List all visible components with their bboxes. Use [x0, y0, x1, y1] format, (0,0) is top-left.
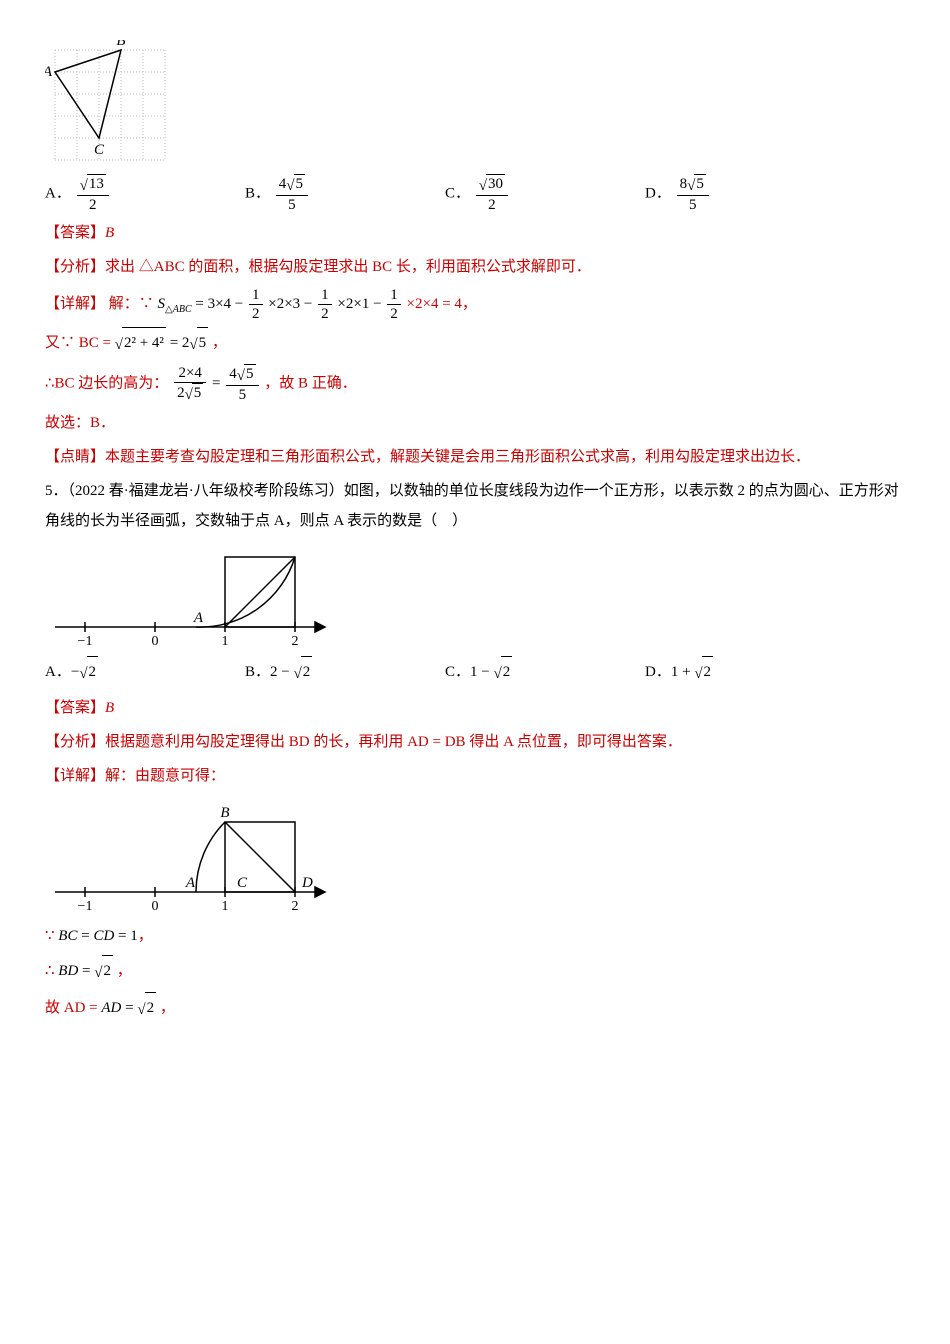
- q5-choice-A: A．−2: [45, 656, 245, 689]
- q4-choices: A． 132 B． 455 C． 302 D． 855: [45, 174, 905, 214]
- q4-answer: 【答案】B: [45, 218, 905, 248]
- choice-label: B．: [245, 185, 270, 201]
- q4-choice-D: D． 855: [645, 174, 845, 214]
- q5-detail-label: 【详解】解：由题意可得：: [45, 761, 905, 791]
- q4-pick: 故选：B．: [45, 408, 905, 438]
- choice-label: C．: [445, 185, 470, 201]
- q5-bc: ∵ BC = CD = 1，: [45, 921, 905, 951]
- q5-choice-D: D．1 + 2: [645, 656, 845, 689]
- q5-ad: 故 AD = AD = 2 ，: [45, 992, 905, 1025]
- q4-choice-A: A． 132: [45, 174, 245, 214]
- choice-label: A．: [45, 185, 71, 201]
- q4-dianjing: 【点睛】本题主要考查勾股定理和三角形面积公式，解题关键是会用三角形面积公式求高，…: [45, 442, 905, 472]
- q4-choice-B: B． 455: [245, 174, 445, 214]
- q4-detail-line2: 又∵ BC = 2² + 4² = 25 ，: [45, 327, 905, 360]
- choice-label: D．: [645, 185, 671, 201]
- q4-grid-figure: {"ox":10,"oy":10,"cell":22,"cols":5,"row…: [45, 40, 905, 170]
- svg-text:0: 0: [152, 634, 159, 649]
- svg-text:B: B: [116, 40, 125, 49]
- svg-text:0: 0: [152, 899, 159, 914]
- q5-stem: 5．（2022 春·福建龙岩·八年级校考阶段练习）如图，以数轴的单位长度线段为边…: [45, 476, 905, 536]
- q5-figure1: −1 0 1 2 A: [45, 542, 905, 652]
- svg-text:−1: −1: [78, 899, 93, 914]
- q5-analysis: 【分析】根据题意利用勾股定理得出 BD 的长，再利用 AD = DB 得出 A …: [45, 727, 905, 757]
- q5-bd: ∴ BD = 2 ，: [45, 955, 905, 988]
- q4-analysis: 【分析】求出 △ABC 的面积，根据勾股定理求出 BC 长，利用面积公式求解即可…: [45, 252, 905, 282]
- svg-text:B: B: [220, 805, 229, 821]
- svg-text:1: 1: [222, 634, 229, 649]
- q5-answer: 【答案】B: [45, 693, 905, 723]
- q5-choices: A．−2 B．2 − 2 C．1 − 2 D．1 + 2: [45, 656, 905, 689]
- svg-text:2: 2: [292, 899, 299, 914]
- svg-text:C: C: [237, 875, 248, 891]
- svg-text:−1: −1: [78, 634, 93, 649]
- q5-figure2: −1 0 1 2 A B C D: [45, 797, 905, 917]
- q4-detail-line1: 【详解】 解：∵ S△ABC = 3×4 − 12 ×2×3 − 12 ×2×1…: [45, 286, 905, 323]
- q5-choice-B: B．2 − 2: [245, 656, 445, 689]
- q4-detail-line3: ∴BC 边长的高为： 2×425 = 455 ，故 B 正确．: [45, 364, 905, 404]
- svg-text:A: A: [185, 875, 196, 891]
- svg-text:2: 2: [292, 634, 299, 649]
- q5-choice-C: C．1 − 2: [445, 656, 645, 689]
- svg-text:1: 1: [222, 899, 229, 914]
- svg-text:C: C: [94, 142, 105, 158]
- q4-choice-C: C． 302: [445, 174, 645, 214]
- svg-text:A: A: [193, 610, 204, 626]
- svg-text:A: A: [45, 64, 53, 80]
- svg-text:D: D: [301, 875, 313, 891]
